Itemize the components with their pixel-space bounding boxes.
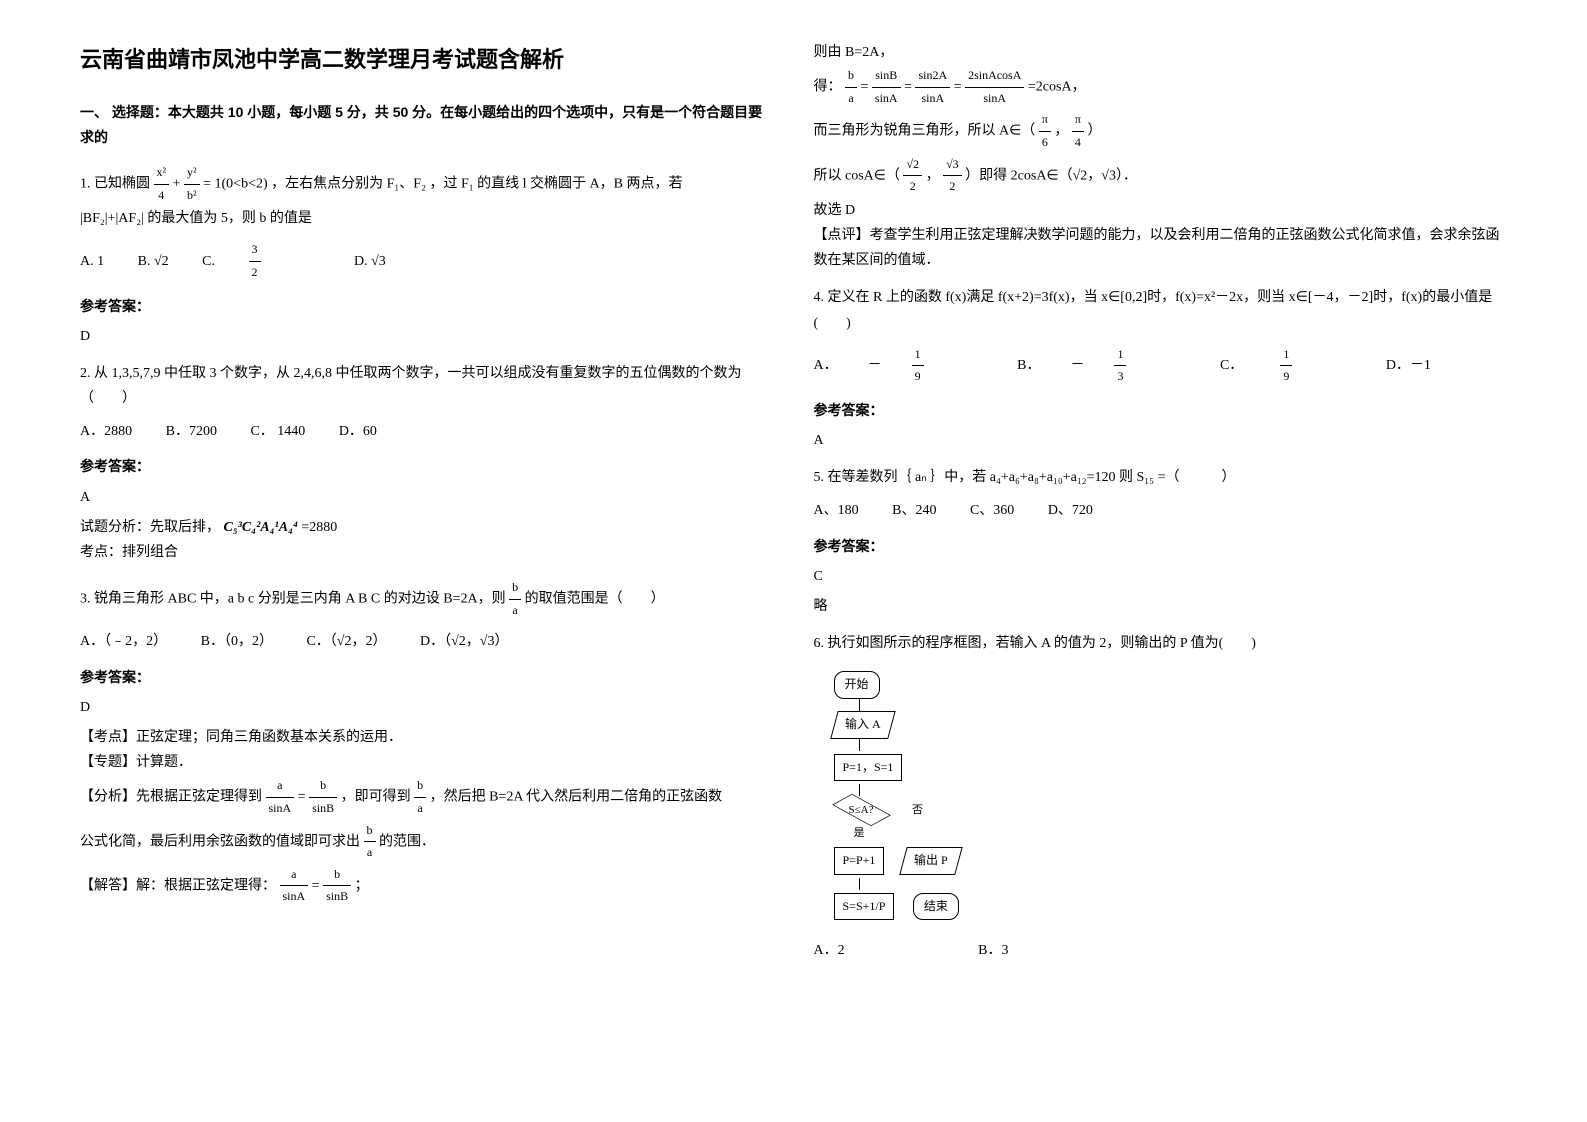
q4-answer: A (814, 428, 1508, 453)
arrow-icon (859, 878, 860, 890)
flow-start: 开始 (834, 671, 880, 699)
q1-optD: D. √3 (354, 254, 386, 269)
question-4: 4. 定义在 R 上的函数 f(x)满足 f(x+2)=3f(x)，当 x∈[0… (814, 285, 1508, 453)
q6-optB: B．3 (978, 943, 1008, 958)
q6-optA: A．2 (814, 943, 845, 958)
flow-output: 输出 P (899, 847, 962, 875)
q2-optB: B．7200 (166, 424, 217, 439)
q1-text2: ，过 (429, 176, 457, 191)
q5-optA: A、180 (814, 503, 859, 518)
c2-comment: 【点评】考查学生利用正弦定理解决数学问题的能力，以及会利用二倍角的正弦函数公式化… (814, 223, 1508, 273)
q4-optD: D．－1 (1386, 358, 1431, 373)
q1-optA: A. 1 (80, 254, 104, 269)
q2-formula: C₅³C₄²A₄¹A₄⁴ (224, 520, 298, 535)
q4-optB: B．－13 (1017, 358, 1190, 373)
q4-text: 4. 定义在 R 上的函数 f(x)满足 f(x+2)=3f(x)，当 x∈[0… (814, 285, 1508, 335)
flow-no: 否 (912, 804, 923, 816)
q5-suf1: 则 (1119, 470, 1133, 485)
q1-prefix: 1. 已知椭圆 (80, 176, 150, 191)
q5-note: 略 (814, 594, 1508, 619)
q2-text: 2. 从 1,3,5,7,9 中任取 3 个数字，从 2,4,6,8 中任取两个… (80, 361, 774, 411)
q1-line2: |BF₂|+|AF₂| 的最大值为 5，则 b 的值是 (80, 206, 774, 231)
q3-analysis: 【分析】先根据正弦定理得到 asinA = bsinB ，即可得到 ba ，然后… (80, 775, 774, 819)
q5-prefix: 5. 在等差数列｛ (814, 470, 912, 485)
arrow-icon (859, 784, 860, 796)
q2-optD: D．60 (339, 424, 377, 439)
flow-yes: 是 (854, 824, 1508, 844)
q2-optC: C． 1440 (250, 424, 305, 439)
c2-line2: 得： ba = sinBsinA = sin2AsinA = 2sinAcosA… (814, 65, 1508, 109)
q1-text3: 的直线 l 交椭圆于 A，B 两点，若 (477, 176, 682, 191)
page-title: 云南省曲靖市凤池中学高二数学理月考试题含解析 (80, 40, 774, 80)
q5-s15: S₁₅ (1137, 470, 1155, 485)
question-2: 2. 从 1,3,5,7,9 中任取 3 个数字，从 2,4,6,8 中任取两个… (80, 361, 774, 565)
question-5: 5. 在等差数列｛ aₙ ｝中，若 a₄+a₆+a₈+a₁₀+a₁₂=120 则… (814, 465, 1508, 619)
question-6: 6. 执行如图所示的程序框图，若输入 A 的值为 2，则输出的 P 值为( ) … (814, 631, 1508, 963)
q5-optC: C、360 (970, 503, 1014, 518)
question-3: 3. 锐角三角形 ABC 中，a b c 分别是三内角 A B C 的对边设 B… (80, 577, 774, 908)
q2-analysis: 试题分析：先取后排， C₅³C₄²A₄¹A₄⁴ =2880 (80, 515, 774, 540)
c2-line3: 而三角形为锐角三角形，所以 A∈（ π6 ， π4 ） (814, 109, 1508, 153)
flow-s: S=S+1/P (834, 893, 895, 921)
left-column: 云南省曲靖市凤池中学高二数学理月考试题含解析 一、 选择题：本大题共 10 小题… (60, 40, 794, 1082)
q1-answer: D (80, 324, 774, 349)
q3-optC: C．（√2，2） (306, 634, 386, 649)
q3-optD: D．（√2，√3） (420, 634, 508, 649)
flow-input: 输入 A (830, 711, 895, 739)
q1-optB: B. √2 (138, 254, 169, 269)
q3-text2: 的取值范围是（ ） (525, 592, 665, 607)
flowchart: 开始 输入 A P=1，S=1 S≤A? 否 是 P=P+1 输出 P S=S+… (814, 671, 1508, 923)
q3-point: 【考点】正弦定理；同角三角函数基本关系的运用． (80, 725, 774, 750)
q3-analysis-line2: 公式化简，最后利用余弦函数的值域即可求出 ba 的范围． (80, 820, 774, 864)
q4-optC: C． 19 (1220, 358, 1356, 373)
c2-line4: 所以 cosA∈（ √22 ， √32 ）即得 2cosA∈（√2，√3）． (814, 154, 1508, 198)
q1-text1: ，左右焦点分别为 (271, 176, 383, 191)
q3-frac: ba (509, 577, 521, 621)
section-heading: 一、 选择题：本大题共 10 小题，每小题 5 分，共 50 分。在每小题给出的… (80, 100, 774, 150)
flow-end: 结束 (913, 893, 959, 921)
q2-point: 考点：排列组合 (80, 540, 774, 565)
q5-answer-label: 参考答案： (814, 534, 1508, 559)
q2-answer: A (80, 485, 774, 510)
question-1: 1. 已知椭圆 x²4 + y²b² = 1(0<b<2) ，左右焦点分别为 F… (80, 162, 774, 349)
flow-p: P=P+1 (834, 847, 885, 875)
arrow-icon (859, 699, 860, 711)
q5-optB: B、240 (892, 503, 936, 518)
q3-optA: A．（﹣2，2） (80, 634, 167, 649)
q3-topic: 【专题】计算题． (80, 750, 774, 775)
q1-f1: F₁ (461, 176, 474, 191)
q1-f1f2: F₁、F₂ (387, 176, 426, 191)
c2-line1: 则由 B=2A， (814, 40, 1508, 65)
q5-an: aₙ (915, 470, 927, 485)
q2-optA: A．2880 (80, 424, 132, 439)
q2-answer-label: 参考答案： (80, 454, 774, 479)
arrow-icon (859, 739, 860, 751)
q5-suf2: =（ ） (1158, 470, 1236, 485)
q3-optB: B．（0，2） (201, 634, 273, 649)
flow-cond: S≤A? (834, 796, 889, 824)
q5-answer: C (814, 564, 1508, 589)
q1-optC: C. 32 (202, 254, 324, 269)
q6-text: 6. 执行如图所示的程序框图，若输入 A 的值为 2，则输出的 P 值为( ) (814, 631, 1508, 656)
q5-optD: D、720 (1048, 503, 1093, 518)
right-column: 则由 B=2A， 得： ba = sinBsinA = sin2AsinA = … (794, 40, 1528, 1082)
q4-answer-label: 参考答案： (814, 398, 1508, 423)
q3-text1: 3. 锐角三角形 ABC 中，a b c 分别是三内角 A B C 的对边设 B… (80, 592, 506, 607)
q3-solve: 【解答】解：根据正弦定理得： asinA = bsinB ； (80, 864, 774, 908)
q3-answer: D (80, 695, 774, 720)
flow-init: P=1，S=1 (834, 754, 903, 782)
q4-optA: A．－19 (814, 358, 988, 373)
q5-formula: a₄+a₆+a₈+a₁₀+a₁₂=120 (990, 470, 1116, 485)
q3-answer-label: 参考答案： (80, 665, 774, 690)
c2-line5: 故选 D (814, 198, 1508, 223)
q1-answer-label: 参考答案： (80, 294, 774, 319)
q5-mid: ｝中，若 (930, 470, 986, 485)
q1-ellipse-formula: x²4 + y²b² = 1(0<b<2) (154, 162, 268, 206)
